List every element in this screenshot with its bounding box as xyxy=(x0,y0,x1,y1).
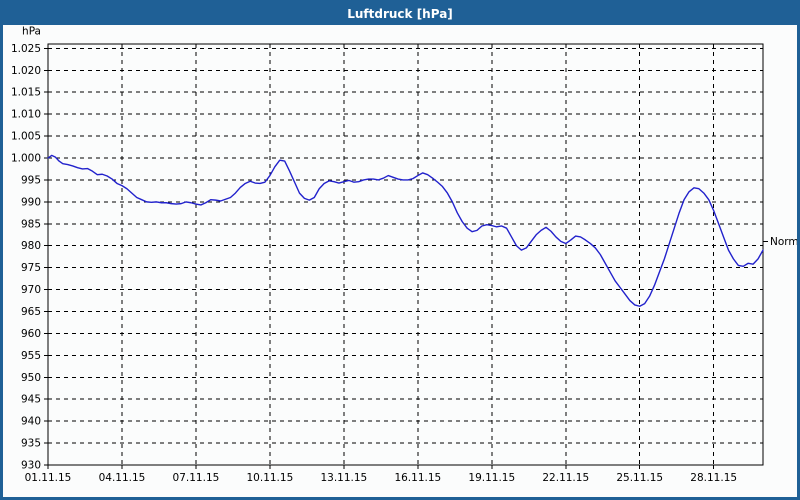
axis-frame xyxy=(47,43,764,466)
x-axis-ticks xyxy=(47,465,715,469)
plot-container: 1.025 1.020 1.015 1.010 1.005 1.000 995 990 985 9… xyxy=(3,25,797,497)
normal-label: Normal xyxy=(770,236,797,248)
x-tick-label: 13.11.15 xyxy=(320,472,367,484)
x-tick-label: 01.11.15 xyxy=(25,472,72,484)
y-tick-label: 930 xyxy=(21,460,41,472)
y-tick-label: 1.020 xyxy=(11,65,41,77)
y-tick-label: 1.000 xyxy=(11,153,41,165)
y-tick-label: 945 xyxy=(21,394,41,406)
y-tick-label: 1.010 xyxy=(11,109,41,121)
window-title-bar: Luftdruck [hPa] xyxy=(3,3,797,25)
y-tick-label: 975 xyxy=(21,262,41,274)
pressure-series-line xyxy=(47,154,764,307)
y-tick-label: 965 xyxy=(21,306,41,318)
grid-lines xyxy=(48,44,763,465)
x-tick-label: 19.11.15 xyxy=(468,472,515,484)
x-tick-label: 04.11.15 xyxy=(99,472,146,484)
pressure-line-chart: 1.025 1.020 1.015 1.010 1.005 1.000 995 990 985 9… xyxy=(11,25,797,484)
y-tick-label: 955 xyxy=(21,350,41,362)
y-tick-label: 960 xyxy=(21,328,41,340)
y-tick-label: 940 xyxy=(21,416,41,428)
x-tick-label: 07.11.15 xyxy=(173,472,220,484)
y-tick-label: 995 xyxy=(21,174,41,186)
y-tick-label: 970 xyxy=(21,284,41,296)
x-tick-label: 25.11.15 xyxy=(616,472,663,484)
y-tick-label: 980 xyxy=(21,240,41,252)
y-axis-ticks xyxy=(44,47,48,466)
y-tick-label: 950 xyxy=(21,372,41,384)
x-tick-label: 10.11.15 xyxy=(247,472,294,484)
x-tick-label: 22.11.15 xyxy=(542,472,589,484)
y-tick-label: 935 xyxy=(21,438,41,450)
chart-title: Luftdruck [hPa] xyxy=(347,7,453,21)
x-axis-labels: 01.11.15 04.11.15 07.11.15 10.11.15 13.11.15… xyxy=(25,472,737,484)
y-tick-label: 1.015 xyxy=(11,87,41,99)
x-tick-label: 28.11.15 xyxy=(690,472,737,484)
y-tick-label: 985 xyxy=(21,218,41,230)
y-tick-label: 1.025 xyxy=(11,43,41,55)
y-axis-unit-label: hPa xyxy=(22,25,41,37)
x-tick-label: 16.11.15 xyxy=(394,472,441,484)
y-tick-label: 990 xyxy=(21,196,41,208)
y-axis-labels: 1.025 1.020 1.015 1.010 1.005 1.000 995 990 985 9… xyxy=(11,43,41,472)
y-tick-label: 1.005 xyxy=(11,131,41,143)
